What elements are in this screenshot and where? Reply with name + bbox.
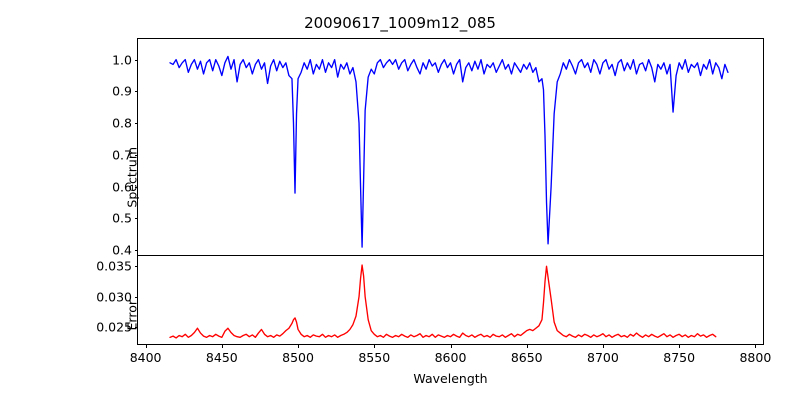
- x-tick-label: 8700: [587, 350, 619, 365]
- x-tick: [679, 344, 681, 348]
- x-tick: [374, 344, 376, 348]
- x-tick: [450, 344, 452, 348]
- spectrum-y-tick-label: 0.5: [112, 210, 132, 226]
- figure-title: 20090617_1009m12_085: [304, 14, 496, 32]
- error-y-tick: [134, 327, 138, 328]
- x-tick-label: 8500: [282, 350, 314, 365]
- x-tick: [221, 344, 223, 348]
- x-tick: [526, 344, 528, 348]
- x-tick-label: 8400: [129, 350, 162, 365]
- spectrum-plot-area: [138, 39, 763, 255]
- spectrum-y-tick: [134, 218, 138, 220]
- error-y-tick: [134, 296, 138, 298]
- x-tick-label: 8800: [739, 350, 772, 365]
- x-tick-label: 8550: [358, 350, 391, 365]
- x-tick-label: 8750: [663, 350, 696, 365]
- x-tick: [298, 344, 300, 348]
- spectrum-y-tick: [134, 250, 138, 252]
- spectrum-y-tick: [134, 123, 138, 125]
- x-tick-label: 8600: [434, 350, 467, 365]
- error-y-tick-label: 0.025: [96, 319, 132, 335]
- spectrum-y-tick-label: 1.0: [112, 52, 132, 68]
- spectrum-y-tick-label: 0.7: [112, 147, 132, 163]
- error-axes: Error 0.025 0.030 0.035 8400 8450 8500 8550 860…: [96, 255, 771, 365]
- spectrum-axes: Spectrum 0.4 0.5 0.6 0.7 0.8 0.9 1.0: [112, 38, 764, 259]
- error-y-tick: [134, 266, 138, 268]
- spectrum-y-tick-label: 0.8: [112, 115, 132, 131]
- x-tick-label: 8450: [205, 350, 238, 365]
- spectrum-y-tick-label: 0.9: [112, 83, 132, 99]
- spectrum-y-tick: [134, 91, 138, 93]
- spectrum-y-tick-label: 0.4: [112, 242, 132, 258]
- x-tick: [145, 344, 147, 348]
- x-axis-label: Wavelength: [413, 371, 488, 386]
- error-y-tick-label: 0.030: [96, 289, 132, 305]
- spectrum-y-tick: [134, 59, 138, 61]
- spectrum-data-line: [170, 56, 728, 247]
- x-tick: [755, 344, 757, 348]
- spectrum-y-tick: [134, 154, 138, 156]
- error-data-line: [170, 265, 716, 338]
- x-tick: [602, 344, 604, 348]
- spectrum-y-tick: [134, 186, 138, 188]
- error-y-tick-label: 0.035: [96, 258, 132, 274]
- x-tick-label: 8650: [510, 350, 543, 365]
- error-plot-area: [138, 256, 763, 344]
- spectrum-y-tick-label: 0.6: [112, 179, 132, 195]
